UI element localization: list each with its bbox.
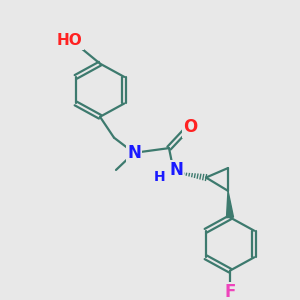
Text: O: O [183, 118, 197, 136]
Text: N: N [127, 144, 141, 162]
Text: F: F [224, 284, 236, 300]
Text: N: N [169, 161, 183, 179]
Text: H: H [154, 169, 166, 184]
Polygon shape [226, 191, 233, 218]
Text: HO: HO [57, 33, 83, 48]
